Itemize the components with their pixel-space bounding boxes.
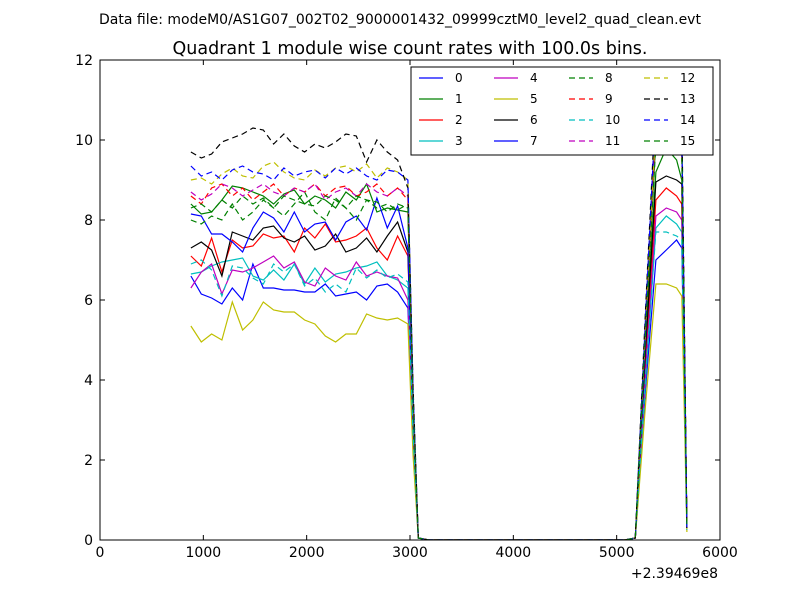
legend-label-3: 3	[455, 134, 463, 148]
series-line-5	[190, 283, 688, 540]
series-layer	[190, 95, 688, 540]
y-tick-label: 4	[84, 373, 93, 389]
legend-label-14: 14	[680, 113, 695, 127]
figure-suptitle: Data file: modeM0/AS1G07_002T02_90000014…	[99, 12, 701, 28]
series-line-13	[190, 95, 688, 540]
x-tick-label: 4000	[496, 545, 532, 561]
legend-label-4: 4	[530, 71, 538, 85]
x-tick-label: 0	[96, 545, 105, 561]
legend-label-6: 6	[530, 113, 538, 127]
legend-label-13: 13	[680, 92, 695, 106]
series-line-3	[190, 215, 688, 540]
legend-label-8: 8	[605, 71, 613, 85]
legend-label-5: 5	[530, 92, 538, 106]
legend-label-7: 7	[530, 134, 538, 148]
legend-label-9: 9	[605, 92, 613, 106]
legend-frame	[410, 66, 714, 156]
legend-label-2: 2	[455, 113, 463, 127]
legend-label-10: 10	[605, 113, 620, 127]
x-tick-label: 2000	[289, 545, 325, 561]
plot-frame	[99, 59, 721, 541]
series-line-4	[190, 207, 688, 540]
y-tick-label: 2	[84, 453, 93, 469]
y-tick-label: 0	[84, 533, 93, 549]
legend-label-15: 15	[680, 134, 695, 148]
chart-title: Quadrant 1 module wise count rates with …	[173, 39, 648, 59]
x-tick-label: 6000	[702, 545, 738, 561]
series-line-1	[190, 146, 688, 540]
legend-label-1: 1	[455, 92, 463, 106]
x-tick-label: 3000	[392, 545, 428, 561]
x-tick-label: 5000	[599, 545, 635, 561]
x-offset-label: +2.39469e8	[631, 566, 718, 582]
series-line-2	[190, 187, 688, 540]
series-line-11	[190, 122, 688, 540]
series-line-0	[190, 239, 688, 540]
y-tick-label: 10	[75, 133, 93, 149]
y-tick-label: 8	[84, 213, 93, 229]
y-tick-label: 12	[75, 53, 93, 69]
x-tick-label: 1000	[186, 545, 222, 561]
series-line-7	[190, 110, 688, 540]
legend-label-12: 12	[680, 71, 695, 85]
series-line-14	[190, 102, 688, 540]
legend-label-11: 11	[605, 134, 620, 148]
series-line-15	[190, 131, 688, 540]
legend-label-0: 0	[455, 71, 463, 85]
series-line-12	[190, 107, 688, 540]
y-tick-label: 6	[84, 293, 93, 309]
series-line-6	[190, 175, 688, 540]
